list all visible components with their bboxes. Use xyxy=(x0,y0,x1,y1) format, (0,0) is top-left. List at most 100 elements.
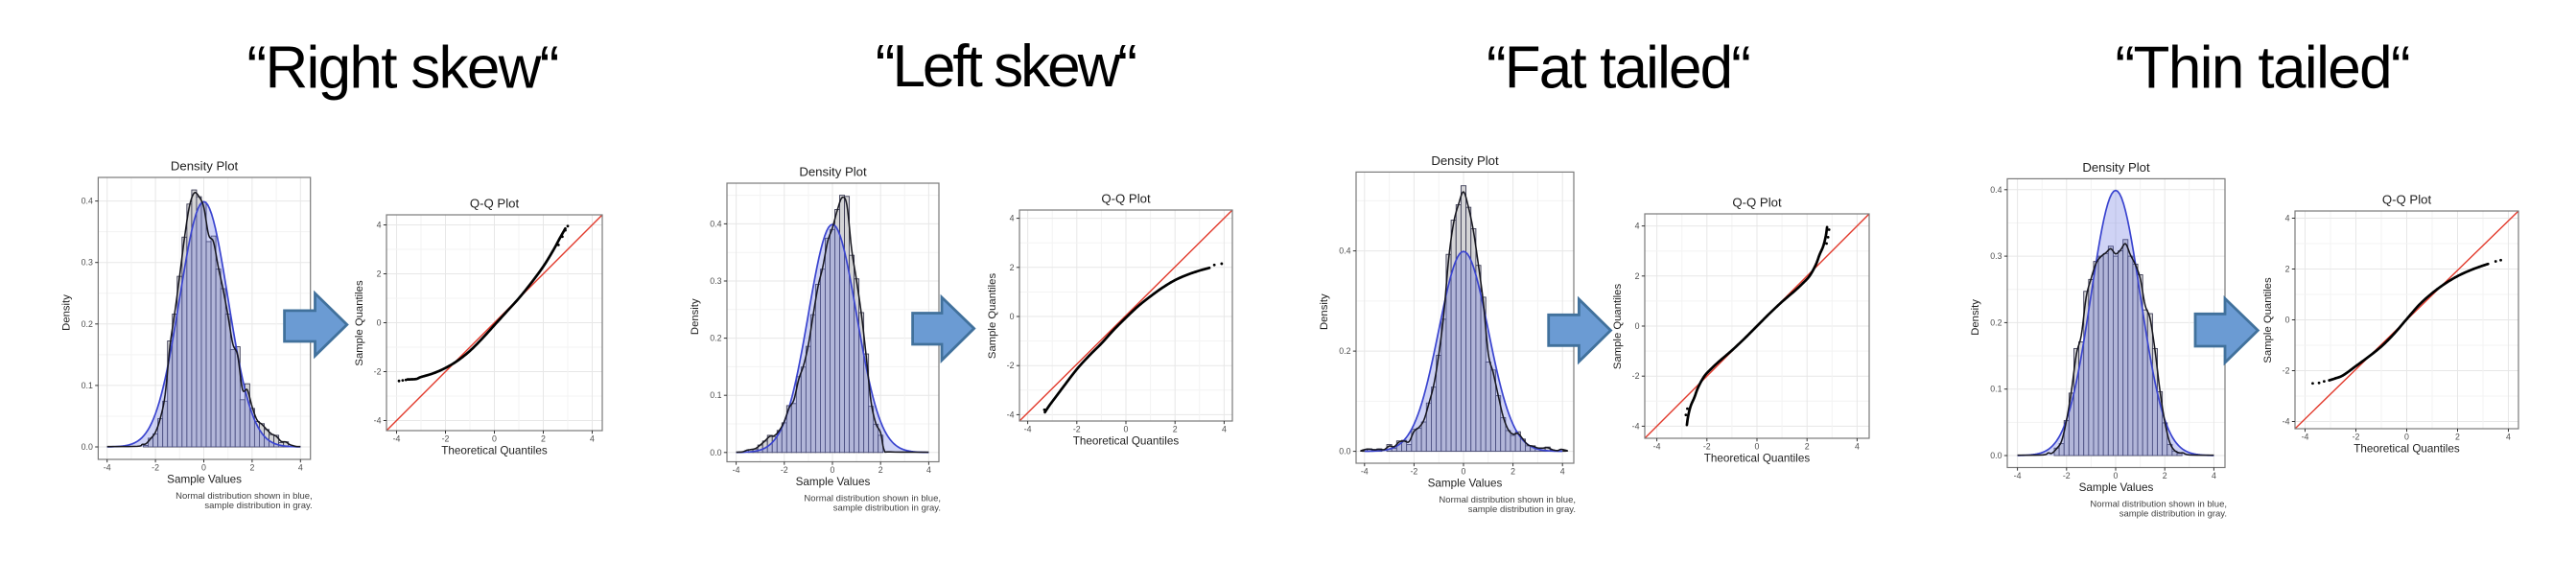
svg-text:2: 2 xyxy=(878,465,883,475)
svg-text:-2: -2 xyxy=(1410,467,1417,477)
svg-text:0.1: 0.1 xyxy=(82,381,93,390)
svg-text:0.2: 0.2 xyxy=(82,319,93,329)
svg-text:0.2: 0.2 xyxy=(1339,346,1350,356)
svg-text:0: 0 xyxy=(1010,312,1015,321)
svg-text:-2: -2 xyxy=(1703,442,1711,452)
svg-text:0.3: 0.3 xyxy=(82,258,93,268)
svg-text:-4: -4 xyxy=(2302,433,2309,442)
svg-text:Normal distribution shown in b: Normal distribution shown in blue, xyxy=(804,494,941,504)
svg-text:Sample Values: Sample Values xyxy=(796,476,871,488)
svg-text:-2: -2 xyxy=(2353,433,2360,442)
svg-text:0: 0 xyxy=(1462,467,1466,477)
svg-text:4: 4 xyxy=(1560,467,1565,477)
svg-text:2: 2 xyxy=(1635,271,1640,281)
svg-text:0: 0 xyxy=(201,463,206,473)
svg-text:0.0: 0.0 xyxy=(710,448,721,457)
svg-text:-4: -4 xyxy=(1007,410,1015,419)
svg-text:-2: -2 xyxy=(442,434,450,444)
svg-text:2: 2 xyxy=(377,269,382,279)
svg-text:sample distribution in gray.: sample distribution in gray. xyxy=(204,501,312,511)
svg-text:-2: -2 xyxy=(781,465,788,475)
svg-text:Sample Quantiles: Sample Quantiles xyxy=(1612,284,1624,370)
svg-text:Q-Q Plot: Q-Q Plot xyxy=(2382,193,2432,207)
svg-text:2: 2 xyxy=(1510,467,1515,477)
svg-text:Sample Values: Sample Values xyxy=(2079,481,2154,494)
svg-text:Density: Density xyxy=(1319,293,1330,330)
svg-text:4: 4 xyxy=(926,465,931,475)
svg-text:Density: Density xyxy=(60,294,72,331)
svg-text:Density Plot: Density Plot xyxy=(799,165,867,179)
svg-text:Theoretical Quantiles: Theoretical Quantiles xyxy=(1073,435,1180,448)
svg-text:-2: -2 xyxy=(1007,361,1015,370)
svg-text:0: 0 xyxy=(2404,433,2409,442)
svg-text:0.4: 0.4 xyxy=(82,197,93,206)
svg-text:0.4: 0.4 xyxy=(1990,185,2002,195)
svg-text:Density Plot: Density Plot xyxy=(2082,160,2150,175)
svg-text:0.2: 0.2 xyxy=(1990,317,2002,327)
svg-text:0.3: 0.3 xyxy=(710,276,721,286)
svg-text:Density Plot: Density Plot xyxy=(1431,153,1499,168)
svg-text:0: 0 xyxy=(1124,425,1129,434)
svg-text:0: 0 xyxy=(1755,442,1760,452)
svg-text:4: 4 xyxy=(1222,425,1227,434)
svg-text:0.0: 0.0 xyxy=(1990,451,2002,460)
svg-text:sample distribution in gray.: sample distribution in gray. xyxy=(1468,504,1576,515)
svg-text:Normal distribution shown in b: Normal distribution shown in blue, xyxy=(2090,500,2227,510)
svg-text:Sample Quantiles: Sample Quantiles xyxy=(354,280,365,366)
svg-text:2: 2 xyxy=(1010,263,1015,272)
svg-text:4: 4 xyxy=(2212,471,2216,480)
svg-text:-2: -2 xyxy=(374,367,382,377)
svg-text:0: 0 xyxy=(492,434,497,444)
svg-text:-4: -4 xyxy=(1361,467,1369,477)
svg-text:4: 4 xyxy=(590,434,595,444)
svg-text:“Thin tailed“: “Thin tailed“ xyxy=(2116,35,2410,102)
svg-text:-4: -4 xyxy=(1024,425,1032,434)
svg-text:0.1: 0.1 xyxy=(710,390,721,400)
svg-text:0: 0 xyxy=(377,318,382,328)
svg-text:“Right skew“: “Right skew“ xyxy=(247,35,558,102)
svg-text:4: 4 xyxy=(1635,222,1640,231)
svg-text:Sample Quantiles: Sample Quantiles xyxy=(2262,277,2274,363)
svg-text:4: 4 xyxy=(2506,433,2511,442)
svg-text:0: 0 xyxy=(1635,321,1640,331)
svg-text:Sample Values: Sample Values xyxy=(1428,478,1503,490)
svg-text:-4: -4 xyxy=(2283,417,2290,427)
svg-text:Sample Values: Sample Values xyxy=(167,474,242,486)
svg-text:Normal distribution shown in b: Normal distribution shown in blue, xyxy=(176,491,313,502)
svg-text:Density: Density xyxy=(1970,299,1981,336)
svg-text:0: 0 xyxy=(2285,316,2290,325)
svg-text:Q-Q Plot: Q-Q Plot xyxy=(470,197,520,211)
svg-text:2: 2 xyxy=(541,434,546,444)
svg-text:4: 4 xyxy=(298,463,303,473)
svg-text:Q-Q Plot: Q-Q Plot xyxy=(1732,196,1782,210)
svg-text:-2: -2 xyxy=(1073,425,1081,434)
svg-text:-4: -4 xyxy=(1653,442,1661,452)
svg-text:sample distribution in gray.: sample distribution in gray. xyxy=(833,503,941,514)
svg-text:-4: -4 xyxy=(393,434,401,444)
svg-text:-2: -2 xyxy=(2283,366,2290,376)
svg-text:2: 2 xyxy=(1173,425,1178,434)
svg-text:2: 2 xyxy=(1805,442,1810,452)
svg-text:Theoretical Quantiles: Theoretical Quantiles xyxy=(2354,443,2460,456)
svg-text:“Fat tailed“: “Fat tailed“ xyxy=(1487,35,1749,102)
svg-text:0.0: 0.0 xyxy=(82,442,93,452)
svg-text:-4: -4 xyxy=(2014,471,2022,480)
svg-text:4: 4 xyxy=(1855,442,1860,452)
svg-text:0.1: 0.1 xyxy=(1990,385,2002,394)
svg-text:-2: -2 xyxy=(152,463,159,473)
svg-text:0.4: 0.4 xyxy=(710,219,721,228)
svg-text:-4: -4 xyxy=(374,416,382,426)
svg-text:0.3: 0.3 xyxy=(1990,251,2002,261)
svg-text:0.2: 0.2 xyxy=(710,334,721,343)
svg-text:Q-Q Plot: Q-Q Plot xyxy=(1101,192,1151,206)
svg-text:0: 0 xyxy=(2114,471,2119,480)
svg-text:2: 2 xyxy=(2455,433,2460,442)
svg-text:Sample Quantiles: Sample Quantiles xyxy=(987,273,998,360)
svg-text:-4: -4 xyxy=(733,465,740,475)
svg-text:0.4: 0.4 xyxy=(1339,246,1350,256)
svg-text:“Left skew“: “Left skew“ xyxy=(876,34,1136,100)
svg-text:0.0: 0.0 xyxy=(1339,447,1350,457)
svg-text:Density Plot: Density Plot xyxy=(171,159,239,174)
svg-text:-2: -2 xyxy=(1632,371,1640,381)
svg-text:Normal distribution shown in b: Normal distribution shown in blue, xyxy=(1439,495,1576,505)
